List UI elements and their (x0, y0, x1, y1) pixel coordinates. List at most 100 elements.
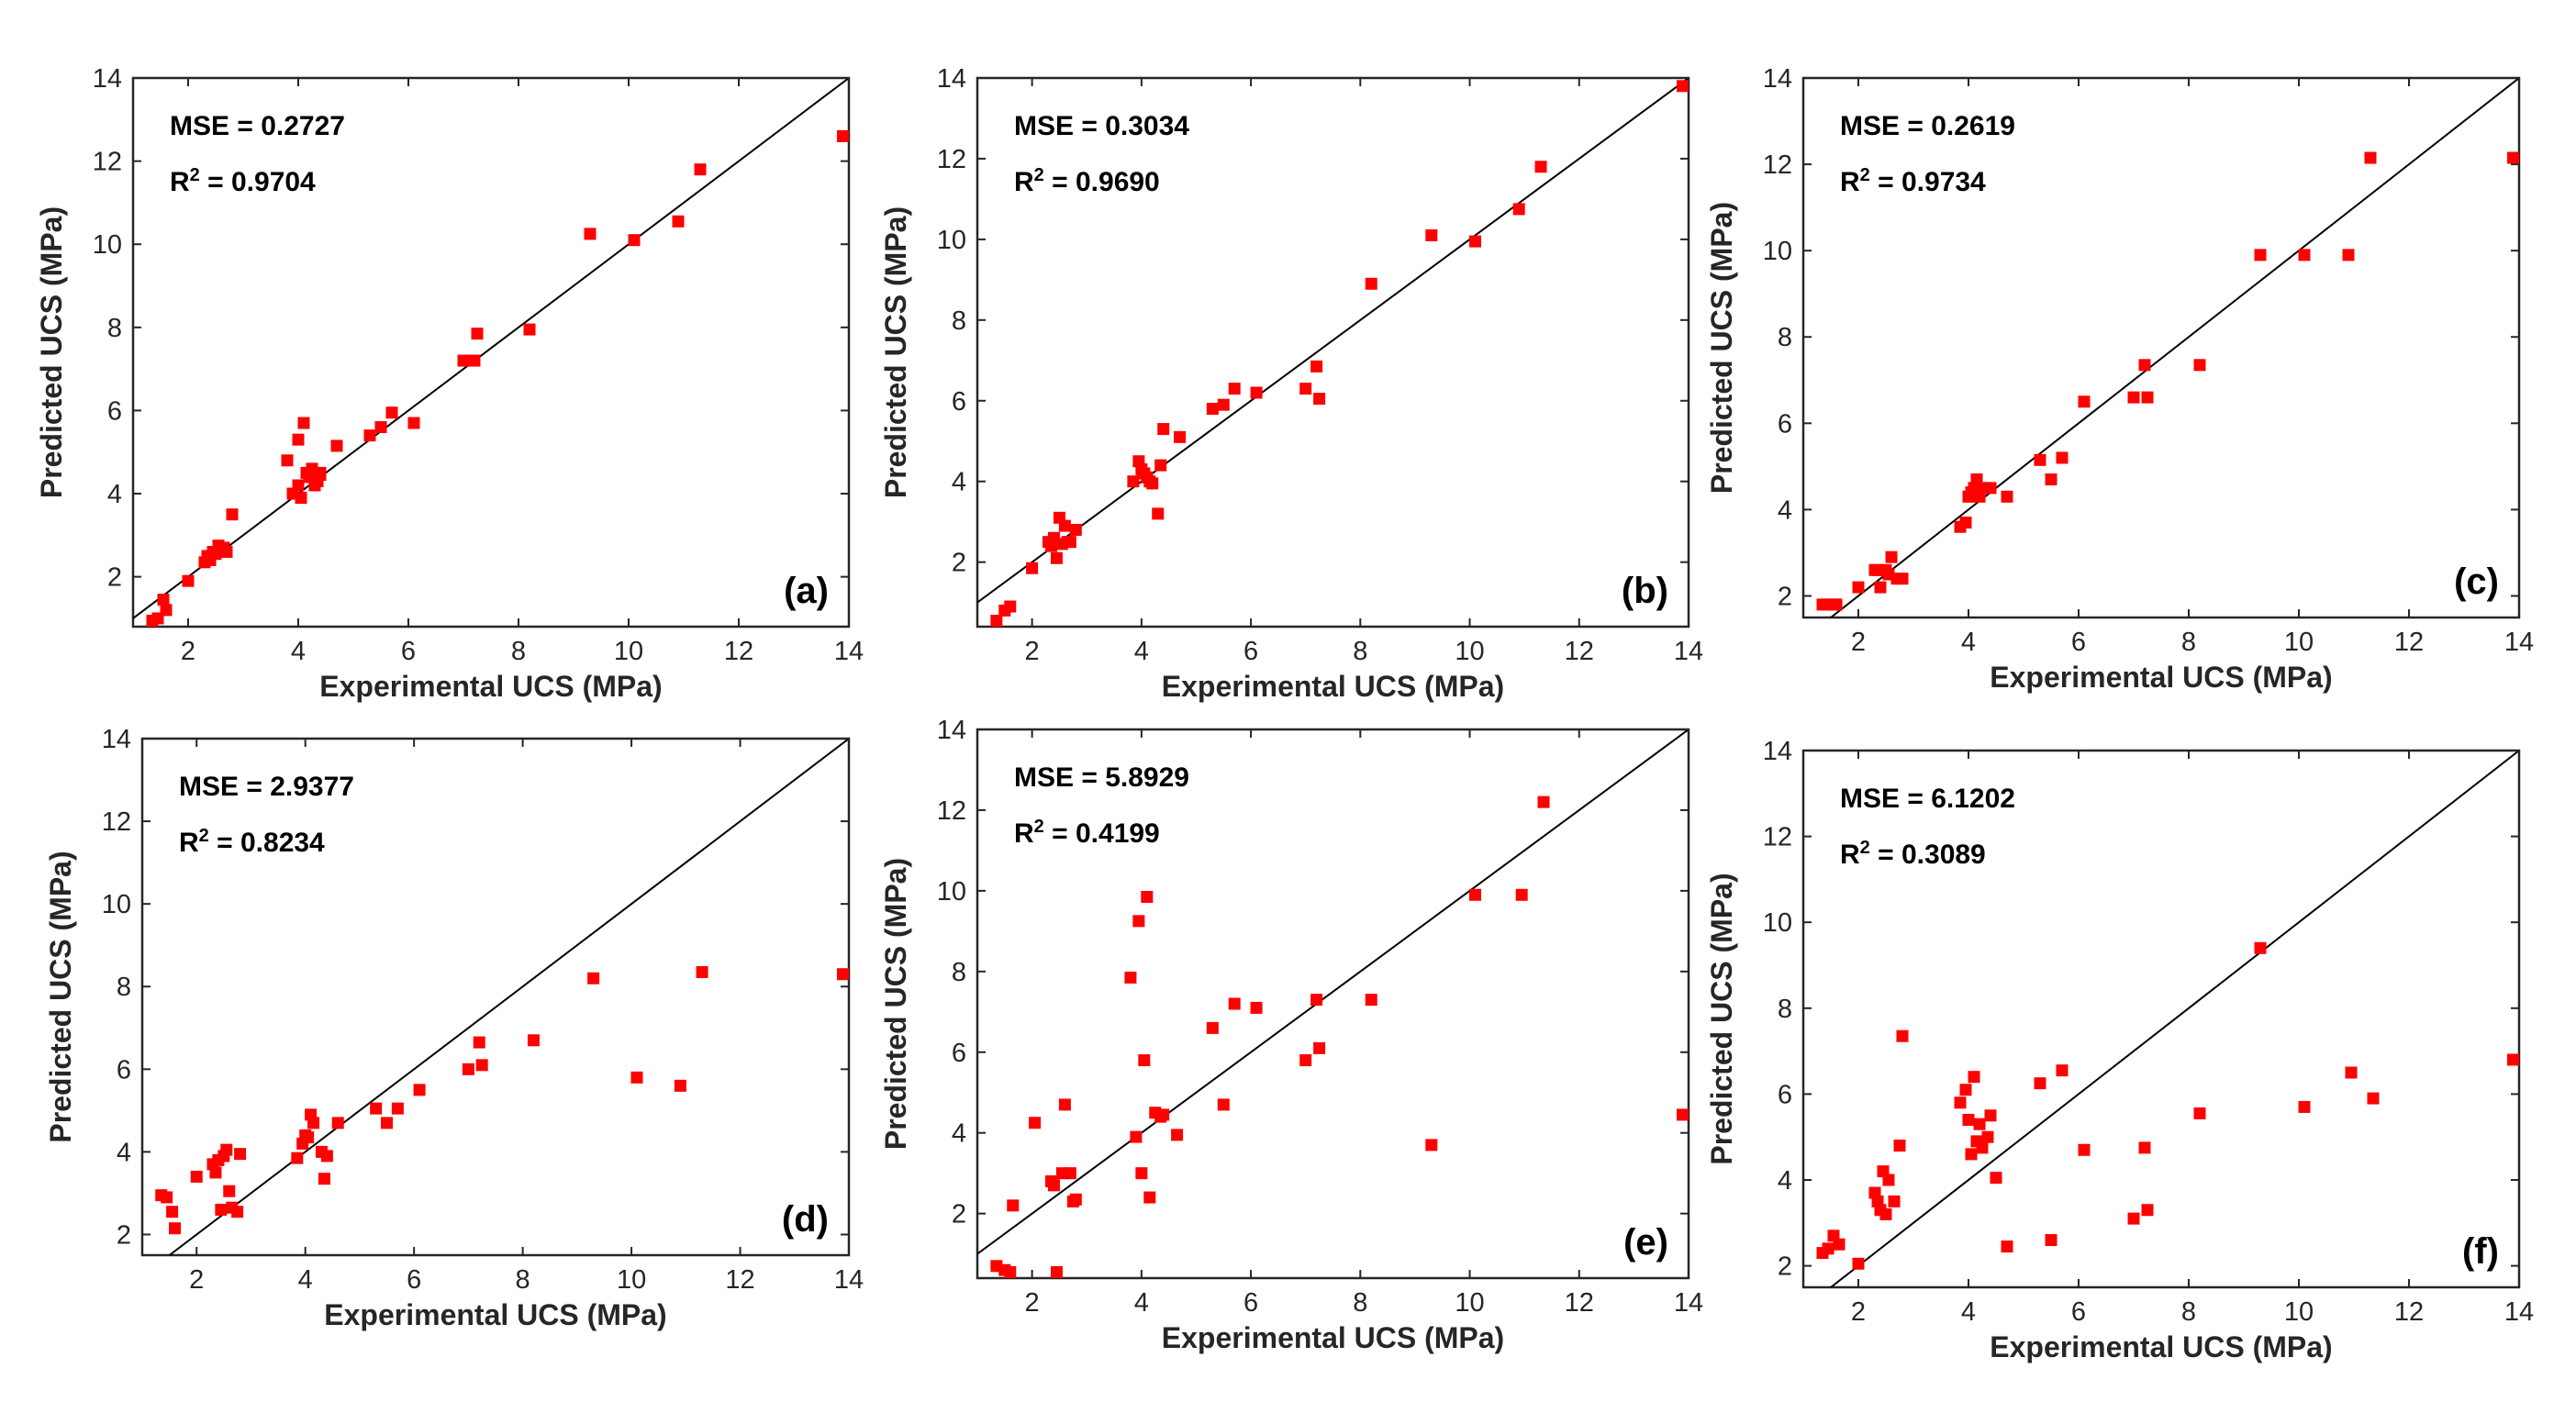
data-point (2193, 359, 2206, 372)
data-point (370, 1102, 383, 1115)
data-point (391, 1102, 404, 1115)
x-axis-label: Experimental UCS (MPa) (1162, 1321, 1504, 1354)
data-point (1050, 551, 1063, 564)
data-point (1984, 482, 1997, 495)
x-tick-label: 2 (1025, 1288, 1040, 1318)
data-point (1515, 888, 1528, 901)
y-tick-label: 8 (952, 958, 966, 987)
data-point (1154, 459, 1167, 472)
x-tick-label: 4 (291, 637, 306, 666)
data-point (157, 594, 170, 606)
data-point (1833, 1238, 1846, 1251)
data-point (307, 1117, 320, 1129)
y-axis-label: Predicted UCS (MPa) (1705, 873, 1738, 1164)
y-tick-label: 14 (937, 64, 966, 94)
data-point (2507, 151, 2519, 164)
data-point (1882, 1174, 1895, 1186)
x-axis-label: Experimental UCS (MPa) (1990, 1330, 2332, 1363)
x-axis-label: Experimental UCS (MPa) (319, 670, 662, 703)
mse-label: MSE = 2.9377 (179, 772, 354, 802)
y-tick-label: 12 (93, 148, 122, 177)
data-point (2078, 395, 2091, 408)
data-point (215, 1203, 228, 1216)
x-tick-label: 14 (2504, 1297, 2534, 1327)
x-tick-label: 8 (511, 637, 526, 666)
data-point (1064, 1167, 1076, 1180)
data-point (2367, 1092, 2380, 1105)
data-point (1058, 1098, 1071, 1111)
y-axis-label: Predicted UCS (MPa) (879, 206, 912, 498)
data-point (169, 1222, 182, 1235)
y-tick-label: 2 (117, 1220, 131, 1250)
x-tick-label: 2 (1851, 628, 1866, 657)
data-point (190, 1170, 203, 1183)
data-point (1171, 1129, 1184, 1141)
y-tick-label: 6 (952, 1039, 966, 1068)
mse-label: MSE = 5.8929 (1014, 762, 1189, 793)
data-point (696, 965, 708, 978)
x-tick-label: 6 (407, 1265, 421, 1295)
data-point (374, 421, 387, 434)
data-point (587, 972, 600, 985)
y-tick-label: 2 (1778, 1252, 1792, 1282)
data-point (297, 417, 310, 429)
y-tick-label: 14 (93, 64, 122, 94)
y-tick-label: 6 (1778, 409, 1792, 439)
data-point (2141, 391, 2154, 404)
data-point (1425, 228, 1438, 241)
data-point (1984, 1109, 1997, 1122)
y-tick-label: 8 (1778, 995, 1792, 1024)
data-point (2364, 151, 2377, 164)
r2-label: R2 = 0.4199 (1014, 817, 1160, 849)
y-tick-label: 12 (1763, 823, 1792, 852)
x-tick-label: 8 (2181, 1297, 2196, 1327)
data-point (475, 1059, 488, 1072)
y-tick-label: 8 (1778, 323, 1792, 352)
data-point (1004, 600, 1017, 613)
data-point (1069, 1193, 1082, 1206)
y-tick-label: 4 (117, 1138, 131, 1167)
data-point (2298, 249, 2311, 261)
mse-label: MSE = 6.1202 (1840, 784, 2015, 814)
data-point (2254, 941, 2267, 954)
data-point (2001, 490, 2013, 503)
data-point (1822, 1242, 1834, 1255)
y-tick-label: 14 (937, 716, 966, 745)
data-point (166, 1206, 179, 1218)
x-axis-label: Experimental UCS (MPa) (324, 1298, 666, 1331)
y-tick-label: 10 (937, 226, 966, 255)
x-tick-label: 14 (1674, 1288, 1703, 1318)
data-point (281, 454, 294, 467)
x-tick-label: 2 (1025, 637, 1040, 666)
data-point (837, 968, 849, 981)
mse-label: MSE = 0.2619 (1840, 111, 2015, 141)
x-tick-label: 4 (1961, 628, 1976, 657)
data-point (1157, 423, 1170, 436)
y-tick-label: 6 (1778, 1080, 1792, 1109)
data-point (694, 163, 707, 176)
x-axis-label: Experimental UCS (MPa) (1990, 661, 2332, 694)
x-tick-label: 6 (2071, 628, 2086, 657)
panel-label: (b) (1622, 571, 1668, 611)
data-point (1852, 1257, 1865, 1270)
data-point (1677, 1108, 1689, 1121)
data-point (1852, 581, 1865, 594)
data-point (2193, 1107, 2206, 1119)
data-point (2045, 473, 2057, 485)
x-tick-label: 12 (2394, 628, 2424, 657)
x-tick-label: 2 (189, 1265, 204, 1295)
data-point (223, 1185, 236, 1197)
y-tick-label: 10 (1763, 237, 1792, 266)
y-tick-label: 12 (937, 145, 966, 174)
x-tick-label: 6 (1243, 637, 1258, 666)
data-point (2138, 359, 2151, 372)
y-tick-label: 6 (107, 396, 122, 426)
x-axis-label: Experimental UCS (MPa) (1162, 670, 1504, 703)
data-point (1990, 1172, 2002, 1185)
data-point (1885, 551, 1898, 563)
mse-label: MSE = 0.2727 (170, 111, 345, 141)
data-point (160, 604, 173, 617)
data-point (1981, 1130, 1994, 1143)
data-point (1228, 997, 1241, 1010)
